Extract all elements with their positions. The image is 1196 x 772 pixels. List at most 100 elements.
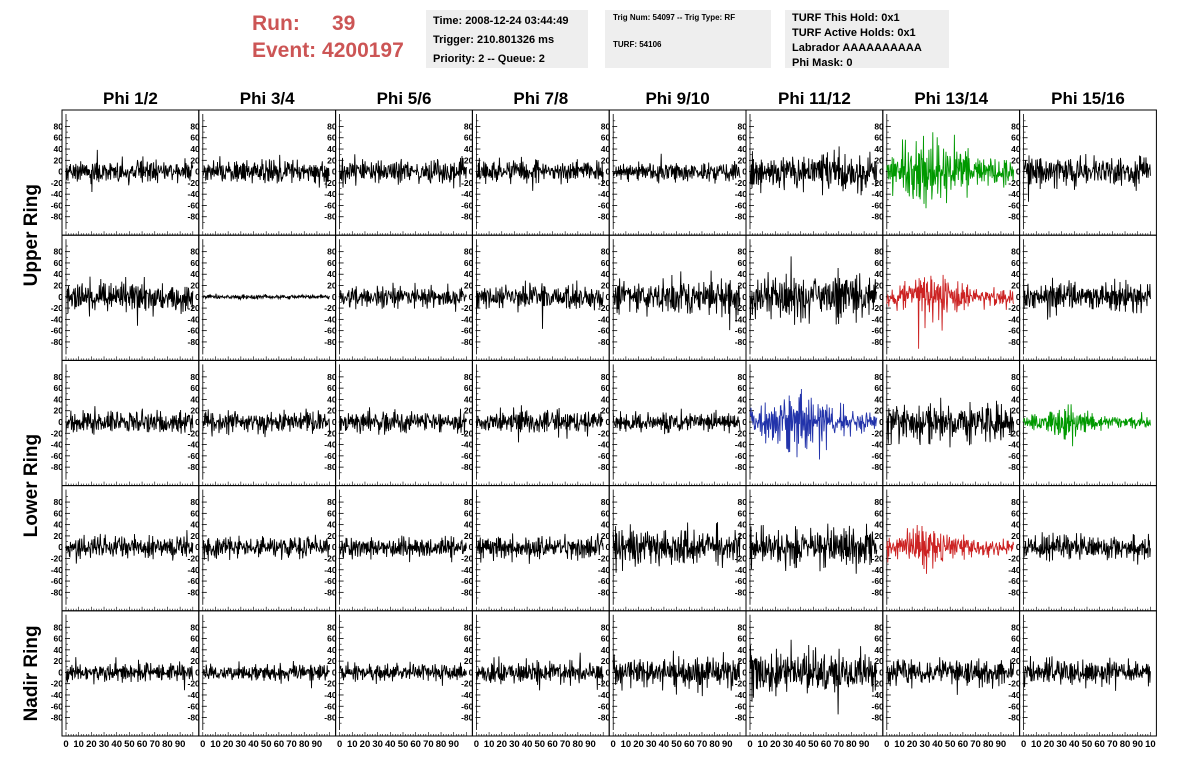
y-tick-label: -60 bbox=[735, 576, 748, 586]
waveform-trace bbox=[202, 534, 331, 562]
y-tick-label: 0 bbox=[742, 167, 747, 177]
x-tick-label: 90 bbox=[585, 739, 596, 750]
y-tick-label: -40 bbox=[872, 314, 885, 324]
y-tick-label: -80 bbox=[735, 587, 748, 597]
y-tick-label: 60 bbox=[738, 634, 748, 644]
x-tick-label: 80 bbox=[436, 739, 447, 750]
waveform-trace bbox=[886, 524, 1015, 574]
y-tick-label: 20 bbox=[327, 281, 337, 291]
y-tick-label: -20 bbox=[324, 679, 337, 689]
y-tick-label: 0 bbox=[58, 167, 63, 177]
x-tick-label: 70 bbox=[970, 739, 981, 750]
x-tick-label: 70 bbox=[286, 739, 297, 750]
x-tick-label: 10 bbox=[621, 739, 632, 750]
x-tick-label: 60 bbox=[684, 739, 695, 750]
y-tick-label: 80 bbox=[190, 247, 200, 257]
waveform-trace bbox=[612, 408, 741, 435]
x-tick-label: 30 bbox=[783, 739, 794, 750]
y-tick-label: 20 bbox=[327, 531, 337, 541]
y-tick-label: -80 bbox=[324, 587, 337, 597]
y-tick-label: 40 bbox=[327, 520, 337, 530]
x-tick-label: 60 bbox=[274, 739, 285, 750]
y-tick-label: -40 bbox=[324, 690, 337, 700]
x-tick-label: 90 bbox=[859, 739, 870, 750]
y-tick-label: 80 bbox=[327, 121, 337, 131]
waveform-trace bbox=[475, 405, 604, 443]
waveform-trace bbox=[1023, 532, 1151, 565]
y-tick-label: 20 bbox=[190, 155, 200, 165]
x-tick-label: 40 bbox=[932, 739, 943, 750]
y-tick-label: 40 bbox=[190, 520, 200, 530]
y-tick-label: 60 bbox=[738, 258, 748, 268]
y-tick-label: -40 bbox=[461, 565, 474, 575]
y-tick-label: -20 bbox=[188, 679, 201, 689]
y-tick-label: 0 bbox=[605, 167, 610, 177]
x-tick-label: 0 bbox=[747, 739, 752, 750]
y-tick-label: 60 bbox=[601, 383, 611, 393]
x-tick-label: 80 bbox=[1120, 739, 1131, 750]
y-tick-label: 20 bbox=[601, 531, 611, 541]
y-tick-label: 40 bbox=[874, 645, 884, 655]
x-tick-label: 90 bbox=[175, 739, 186, 750]
y-tick-label: -80 bbox=[598, 337, 611, 347]
y-tick-label: 80 bbox=[464, 622, 474, 632]
y-tick-label: -20 bbox=[872, 303, 885, 313]
y-tick-label: 60 bbox=[327, 258, 337, 268]
y-tick-label: 60 bbox=[601, 133, 611, 143]
y-tick-label: -40 bbox=[598, 565, 611, 575]
y-tick-label: 0 bbox=[605, 667, 610, 677]
x-tick-label: 40 bbox=[1069, 739, 1080, 750]
column-title: Phi 13/14 bbox=[914, 89, 988, 108]
y-tick-label: 80 bbox=[601, 247, 611, 257]
y-tick-label: 20 bbox=[601, 656, 611, 666]
y-tick-label: 60 bbox=[1011, 133, 1021, 143]
y-tick-label: 20 bbox=[601, 406, 611, 416]
y-tick-label: -20 bbox=[598, 553, 611, 563]
y-tick-label: 80 bbox=[190, 622, 200, 632]
y-tick-label: 20 bbox=[464, 531, 474, 541]
y-tick-label: -60 bbox=[1008, 701, 1021, 711]
y-tick-label: 0 bbox=[742, 417, 747, 427]
y-tick-label: -80 bbox=[461, 462, 474, 472]
y-tick-label: 40 bbox=[738, 394, 748, 404]
column-title: Phi 3/4 bbox=[240, 89, 295, 108]
y-tick-label: -20 bbox=[461, 679, 474, 689]
y-tick-label: -60 bbox=[188, 451, 201, 461]
y-tick-label: -60 bbox=[51, 200, 64, 210]
y-tick-label: 0 bbox=[879, 292, 884, 302]
y-tick-label: 0 bbox=[58, 417, 63, 427]
y-tick-label: -60 bbox=[1008, 451, 1021, 461]
y-tick-label: 20 bbox=[1011, 656, 1021, 666]
y-tick-label: -40 bbox=[872, 189, 885, 199]
y-tick-label: -20 bbox=[872, 679, 885, 689]
y-tick-label: 80 bbox=[464, 247, 474, 257]
phi-mask-text: Phi Mask: 0 bbox=[792, 57, 853, 69]
y-tick-label: -20 bbox=[324, 303, 337, 313]
y-tick-label: -60 bbox=[51, 576, 64, 586]
x-tick-label: 50 bbox=[1082, 739, 1093, 750]
x-tick-label: 0 bbox=[474, 739, 479, 750]
y-tick-label: -80 bbox=[735, 713, 748, 723]
y-tick-label: 40 bbox=[1011, 520, 1021, 530]
y-tick-label: 0 bbox=[469, 417, 474, 427]
waveform-trace bbox=[886, 657, 1015, 695]
y-tick-label: 60 bbox=[1011, 508, 1021, 518]
waveform-trace bbox=[1023, 277, 1151, 320]
x-tick-label: 90 bbox=[1132, 739, 1143, 750]
x-tick-label: 20 bbox=[1044, 739, 1055, 750]
y-tick-label: 20 bbox=[874, 281, 884, 291]
event-line: Event: 4200197 bbox=[252, 37, 404, 64]
y-tick-label: -80 bbox=[51, 587, 64, 597]
y-tick-label: -80 bbox=[188, 587, 201, 597]
y-tick-label: -80 bbox=[598, 713, 611, 723]
x-tick-label: 80 bbox=[573, 739, 584, 750]
y-tick-label: -80 bbox=[598, 462, 611, 472]
waveform-trace bbox=[202, 154, 330, 189]
x-tick-label: 50 bbox=[124, 739, 135, 750]
y-tick-label: 20 bbox=[190, 656, 200, 666]
y-tick-label: -80 bbox=[1008, 212, 1021, 222]
y-tick-label: 40 bbox=[1011, 144, 1021, 154]
y-tick-label: -80 bbox=[598, 212, 611, 222]
y-tick-label: 60 bbox=[464, 508, 474, 518]
y-tick-label: 60 bbox=[874, 508, 884, 518]
